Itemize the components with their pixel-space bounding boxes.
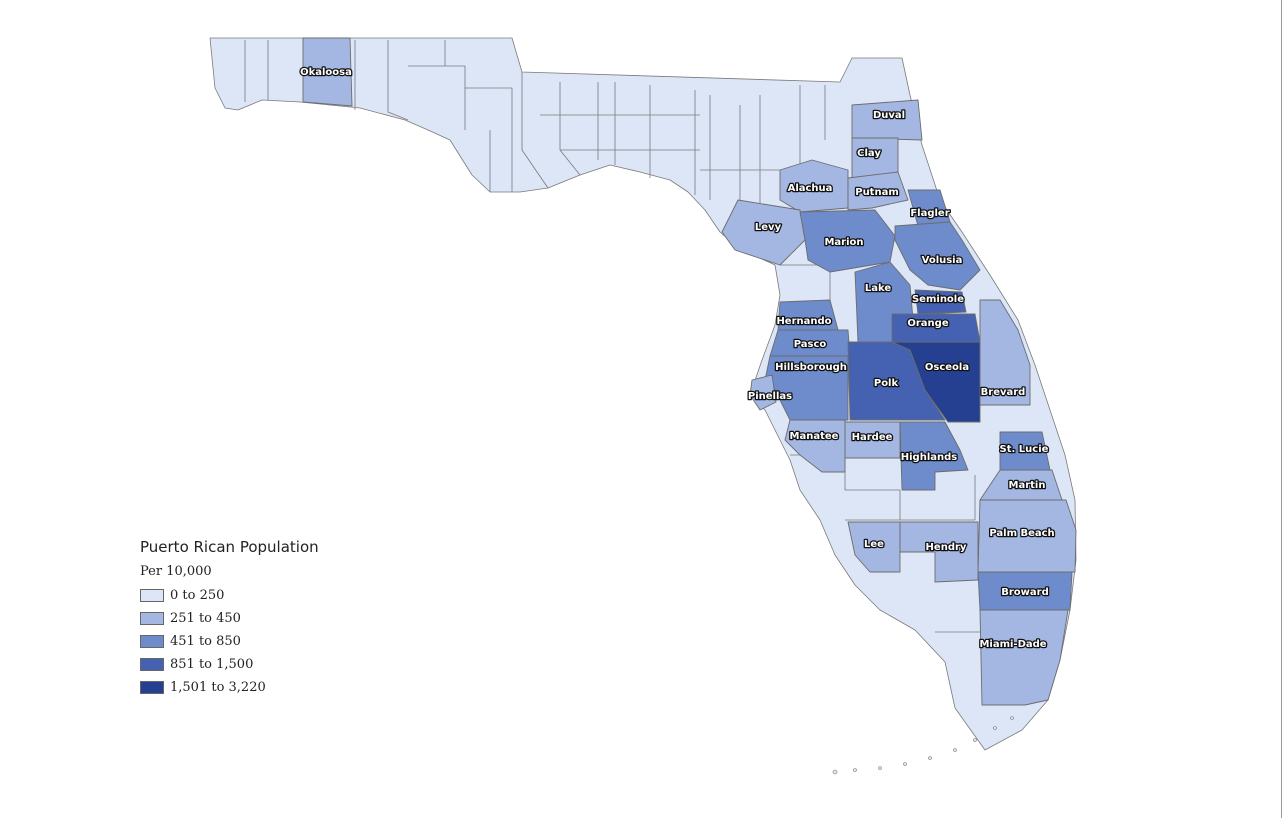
label-hernando: Hernando — [776, 316, 831, 327]
legend-row: 1,501 to 3,220 — [140, 676, 319, 699]
legend-row: 251 to 450 — [140, 607, 319, 630]
legend-swatch — [140, 612, 164, 625]
label-miami-dade: Miami-Dade — [979, 639, 1046, 650]
legend-row: 451 to 850 — [140, 630, 319, 653]
legend-label: 1,501 to 3,220 — [170, 680, 266, 695]
legend-title: Puerto Rican Population — [140, 538, 319, 556]
county-levy[interactable] — [721, 199, 806, 266]
county-volusia[interactable] — [894, 221, 981, 291]
county-putnam[interactable] — [847, 171, 909, 211]
legend-swatch — [140, 589, 164, 602]
label-levy: Levy — [755, 222, 782, 233]
county-lee[interactable] — [847, 521, 901, 573]
county-pinellas[interactable] — [749, 374, 777, 411]
legend-swatch — [140, 681, 164, 694]
label-clay: Clay — [857, 148, 881, 159]
label-hillsborough: Hillsborough — [775, 362, 847, 373]
label-marion: Marion — [824, 237, 863, 248]
legend-swatch — [140, 635, 164, 648]
county-duval[interactable] — [851, 99, 923, 141]
legend-label: 851 to 1,500 — [170, 657, 254, 672]
county-okaloosa[interactable] — [302, 37, 353, 107]
label-st-lucie-line1: St. Lucie — [1000, 444, 1049, 455]
label-flagler: Flagler — [910, 208, 949, 219]
county-manatee[interactable] — [784, 419, 846, 473]
label-broward: Broward — [1001, 587, 1049, 598]
legend-label: 451 to 850 — [170, 634, 241, 649]
label-st-lucie: St. Lucie — [1000, 444, 1049, 455]
label-palm-beach: Palm Beach — [989, 528, 1054, 539]
label-martin: Martin — [1009, 480, 1046, 491]
label-putnam: Putnam — [855, 187, 899, 198]
label-lake: Lake — [865, 283, 892, 294]
label-osceola: Osceola — [925, 362, 969, 373]
county-highlands[interactable] — [899, 421, 969, 491]
label-highlands: Highlands — [901, 452, 958, 463]
label-alachua: Alachua — [788, 183, 833, 194]
county-seminole[interactable] — [914, 289, 967, 315]
map-legend: Puerto Rican Population Per 10,000 0 to … — [140, 538, 319, 699]
legend-subtitle: Per 10,000 — [140, 564, 212, 579]
florida-keys — [832, 716, 1014, 775]
legend-rows: 0 to 250 251 to 450 451 to 850 851 to 1,… — [140, 584, 319, 699]
label-hendry: Hendry — [926, 542, 967, 553]
label-lee: Lee — [864, 539, 884, 550]
label-manatee: Manatee — [790, 431, 839, 442]
panhandle-county-lines — [244, 40, 826, 205]
label-pasco: Pasco — [794, 339, 827, 350]
label-okaloosa: Okaloosa — [300, 67, 352, 78]
label-pinellas: Pinellas — [748, 391, 792, 402]
frame-right-edge — [1281, 0, 1282, 818]
label-duval: Duval — [873, 110, 905, 121]
label-orange: Orange — [907, 318, 948, 329]
label-brevard: Brevard — [981, 387, 1026, 398]
label-polk: Polk — [874, 378, 899, 389]
legend-label: 0 to 250 — [170, 588, 225, 603]
legend-swatch — [140, 658, 164, 671]
legend-label: 251 to 450 — [170, 611, 241, 626]
county-miami_dade[interactable] — [979, 609, 1069, 706]
county-hendry[interactable] — [899, 521, 979, 583]
label-volusia: Volusia — [922, 255, 963, 266]
label-hardee: Hardee — [852, 432, 893, 443]
label-seminole: Seminole — [912, 294, 964, 305]
county-brevard[interactable] — [979, 299, 1031, 406]
legend-row: 0 to 250 — [140, 584, 319, 607]
legend-row: 851 to 1,500 — [140, 653, 319, 676]
county-broward[interactable] — [977, 571, 1073, 611]
county-marion[interactable] — [799, 209, 896, 273]
county-hardee[interactable] — [844, 421, 901, 459]
